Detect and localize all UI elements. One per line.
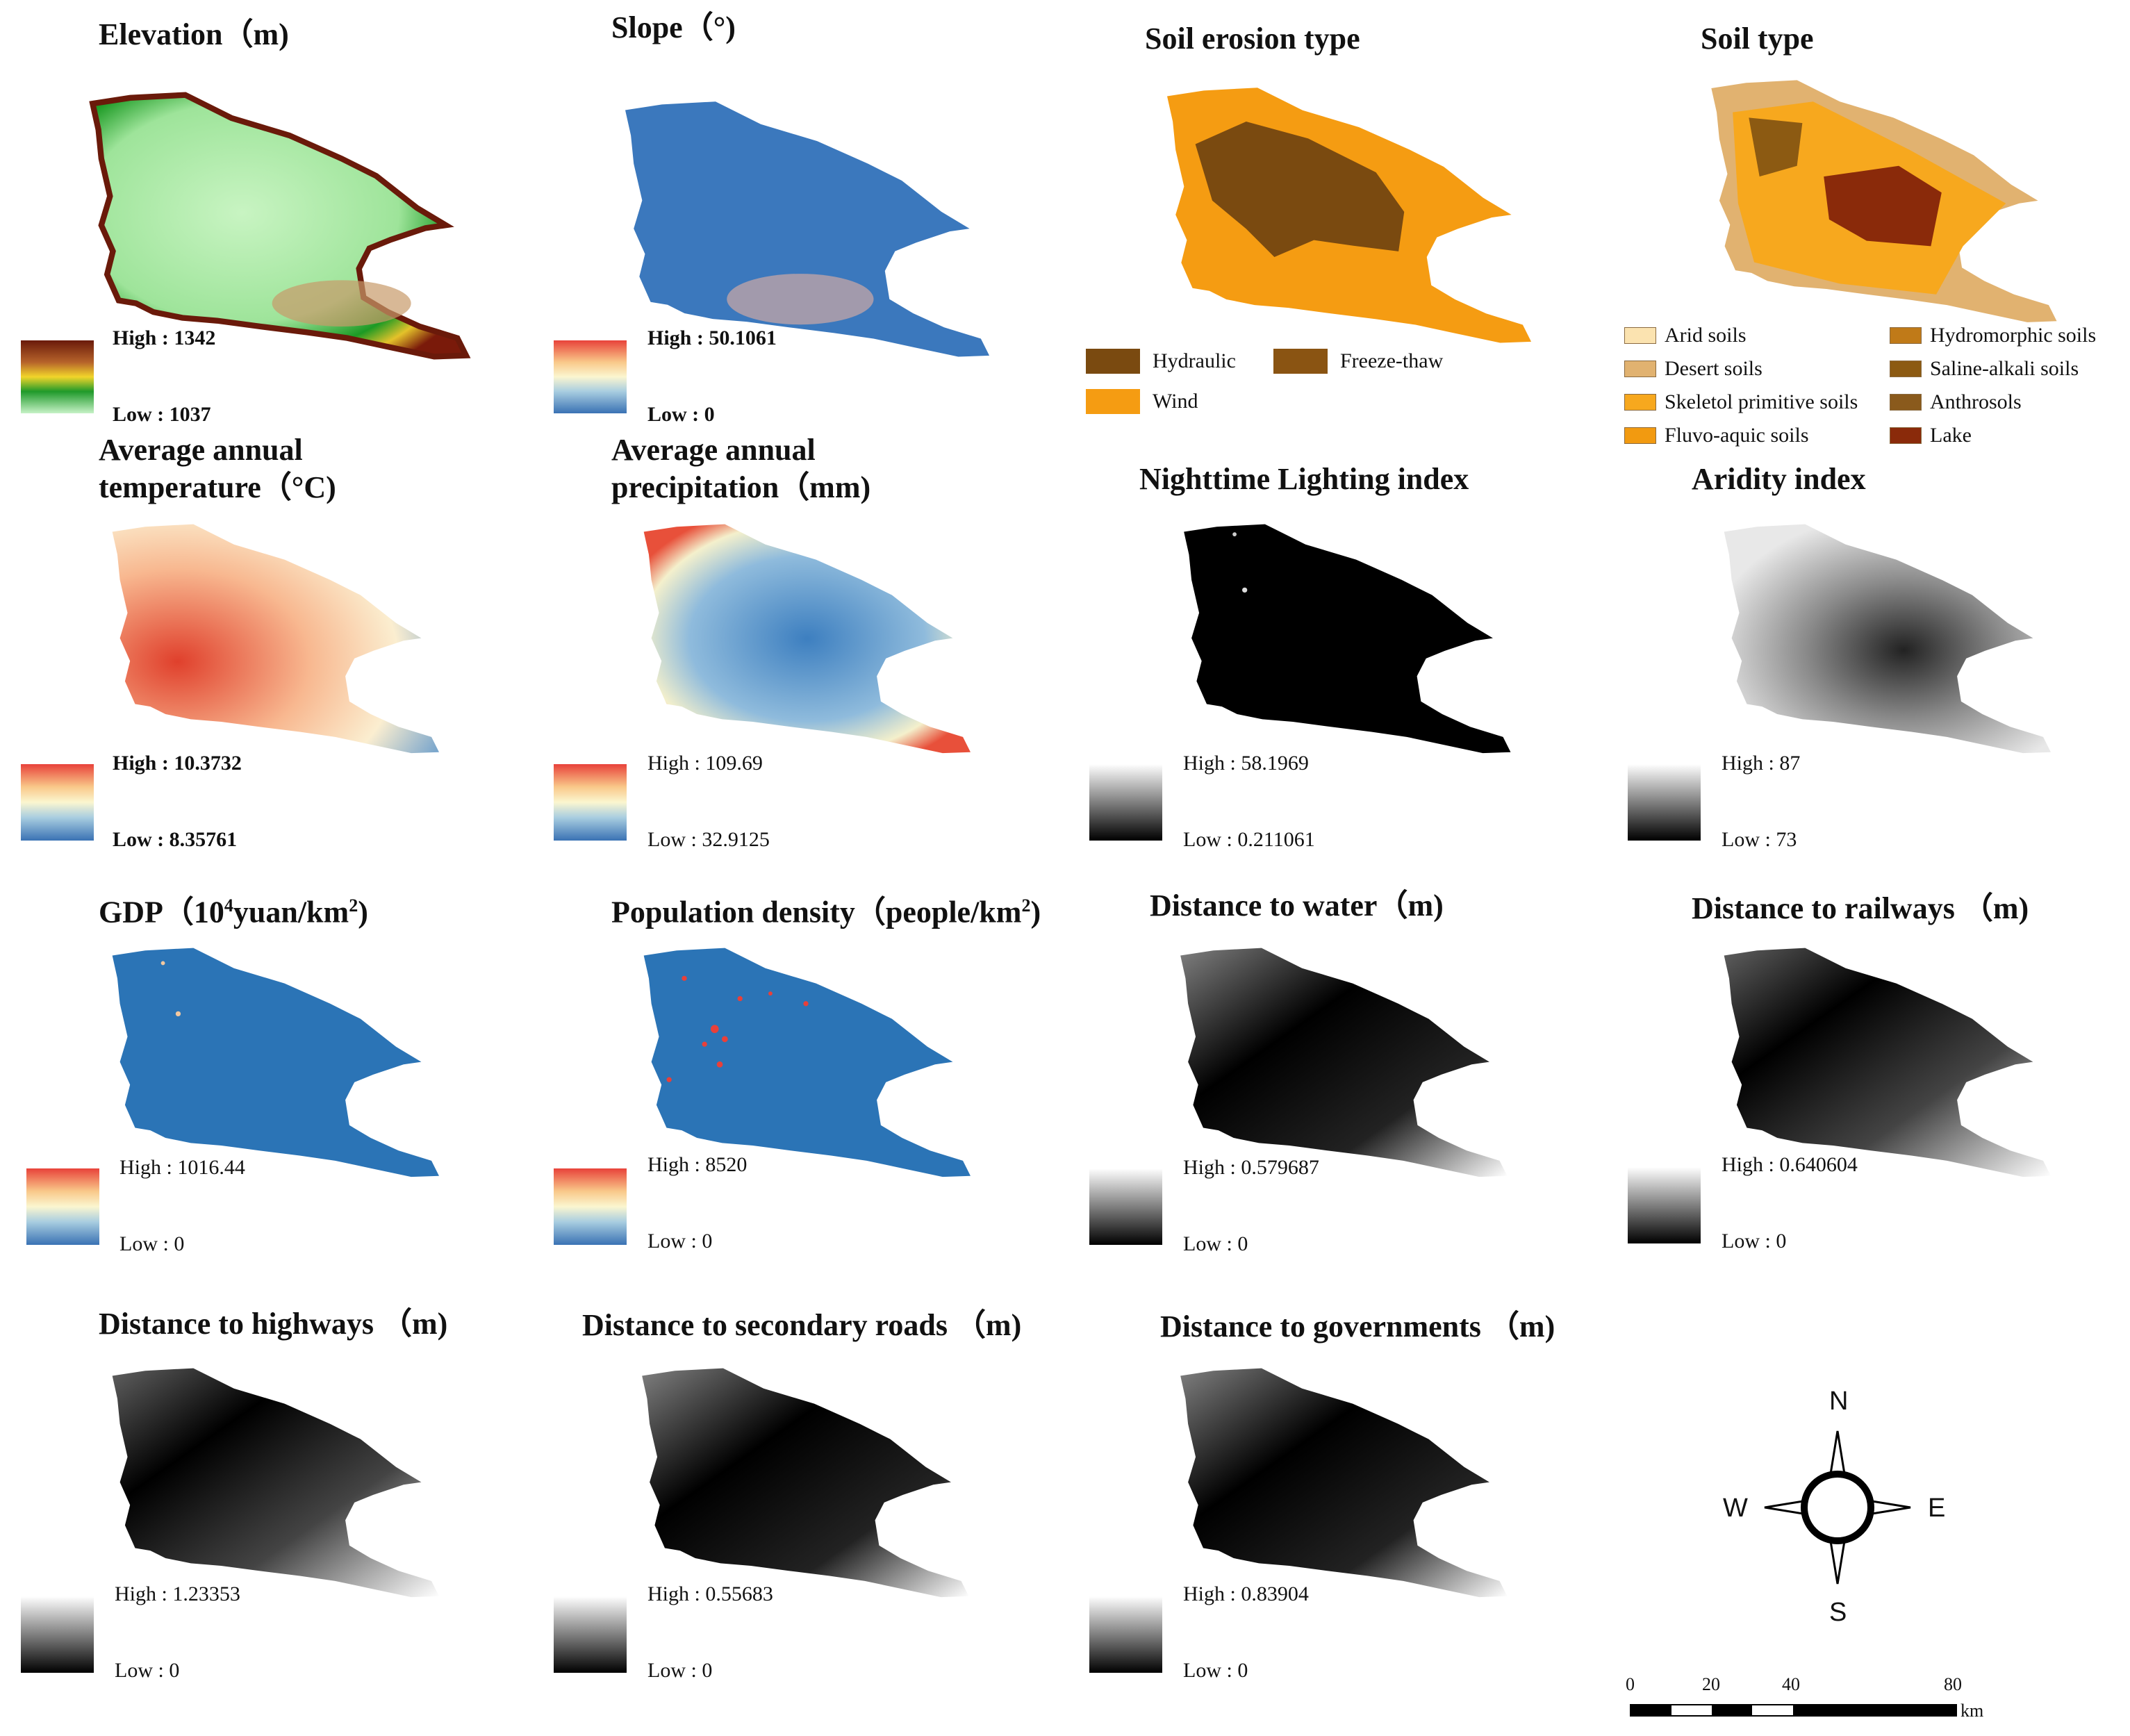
temperature-title-l1: Average annual xyxy=(99,433,303,467)
elevation-legend-ramp xyxy=(21,340,94,413)
water-high: High : 0.579687 xyxy=(1183,1156,1319,1179)
scale-bar xyxy=(1630,1704,1957,1717)
soil-legend-lake: Lake xyxy=(1890,424,1972,447)
highways-map xyxy=(112,1368,439,1598)
erosion-legend-hydraulic: Hydraulic xyxy=(1086,349,1236,374)
water-low: Low : 0 xyxy=(1183,1232,1248,1255)
slope-map xyxy=(625,101,990,357)
temperature-low: Low : 8.35761 xyxy=(113,828,238,851)
slope-low: Low : 0 xyxy=(647,403,715,426)
hydraulic-swatch xyxy=(1086,349,1140,374)
railways-low: Low : 0 xyxy=(1722,1230,1787,1253)
governments-title: Distance to governments （m) xyxy=(1160,1309,1555,1344)
precipitation-map xyxy=(643,524,971,754)
nightlight-title: Nighttime Lighting index xyxy=(1139,462,1469,496)
soil-legend-arid: Arid soils xyxy=(1624,324,1747,347)
nightlight-legend-ramp xyxy=(1089,764,1162,841)
precipitation-title-l2: precipitation（mm) xyxy=(611,470,871,504)
water-title: Distance to water（m) xyxy=(1150,888,1444,923)
elevation-map xyxy=(69,83,486,361)
north-arrow-icon xyxy=(1764,1430,1911,1585)
gdp-legend-ramp xyxy=(26,1168,99,1245)
secondary-low: Low : 0 xyxy=(647,1659,713,1682)
wind-swatch xyxy=(1086,389,1140,414)
railways-legend-ramp xyxy=(1628,1167,1701,1243)
precipitation-title-l1: Average annual xyxy=(611,433,816,467)
scalebar-20: 20 xyxy=(1702,1674,1720,1694)
erosion-legend-freeze-thaw: Freeze-thaw xyxy=(1273,349,1443,374)
population-low: Low : 0 xyxy=(647,1230,713,1253)
aridity-high: High : 87 xyxy=(1722,752,1801,775)
elevation-title: Elevation（m) xyxy=(99,17,289,51)
soil-legend-desert: Desert soils xyxy=(1624,357,1762,381)
secondary-map xyxy=(642,1368,969,1598)
secondary-high: High : 0.55683 xyxy=(647,1582,773,1605)
secondary-title: Distance to secondary roads （m) xyxy=(582,1308,1022,1342)
highways-title: Distance to highways （m) xyxy=(99,1307,448,1341)
slope-high: High : 50.1061 xyxy=(647,326,777,349)
soil-legend-fluvo: Fluvo-aquic soils xyxy=(1624,424,1809,447)
aridity-legend-ramp xyxy=(1628,764,1701,841)
highways-legend-ramp xyxy=(21,1596,94,1673)
population-map xyxy=(643,948,971,1177)
governments-high: High : 0.83904 xyxy=(1183,1582,1309,1605)
governments-low: Low : 0 xyxy=(1183,1659,1248,1682)
soiltype-title: Soil type xyxy=(1701,22,1814,56)
scalebar-40: 40 xyxy=(1782,1674,1800,1694)
freeze-thaw-swatch xyxy=(1273,349,1328,374)
temperature-high: High : 10.3732 xyxy=(113,752,242,775)
highways-high: High : 1.23353 xyxy=(115,1582,240,1605)
water-legend-ramp xyxy=(1089,1168,1162,1245)
erosion-legend-wind: Wind xyxy=(1086,389,1198,414)
gdp-title: GDP（104yuan/km2) xyxy=(99,895,368,929)
secondary-legend-ramp xyxy=(554,1596,627,1673)
precipitation-high: High : 109.69 xyxy=(647,752,763,775)
railways-title: Distance to railways （m) xyxy=(1692,891,2029,925)
railways-high: High : 0.640604 xyxy=(1722,1153,1858,1176)
gdp-map xyxy=(112,948,439,1177)
soil-legend-saline: Saline-alkali soils xyxy=(1890,357,2079,381)
aridity-title: Aridity index xyxy=(1692,462,1866,496)
erosion-title: Soil erosion type xyxy=(1145,22,1360,56)
aridity-map xyxy=(1724,524,2051,754)
population-legend-ramp xyxy=(554,1168,627,1245)
precipitation-legend-ramp xyxy=(554,764,627,841)
elevation-high: High : 1342 xyxy=(113,326,216,349)
slope-title: Slope（°) xyxy=(611,10,736,44)
compass-e: E xyxy=(1928,1494,1946,1523)
temperature-map xyxy=(112,524,439,754)
soil-legend-hydromorphic: Hydromorphic soils xyxy=(1890,324,2096,347)
scalebar-0: 0 xyxy=(1626,1674,1635,1694)
scalebar-unit: km xyxy=(1960,1701,1984,1721)
compass-w: W xyxy=(1723,1494,1748,1523)
highways-low: Low : 0 xyxy=(115,1659,180,1682)
gdp-low: Low : 0 xyxy=(119,1232,185,1255)
water-map xyxy=(1180,948,1508,1177)
governments-legend-ramp xyxy=(1089,1596,1162,1673)
temperature-legend-ramp xyxy=(21,764,94,841)
soil-legend-anthrosols: Anthrosols xyxy=(1890,390,2022,414)
nightlight-high: High : 58.1969 xyxy=(1183,752,1309,775)
soil-legend-skeletol: Skeletol primitive soils xyxy=(1624,390,1858,414)
railways-map xyxy=(1724,948,2051,1177)
compass-n: N xyxy=(1829,1387,1849,1416)
precipitation-low: Low : 32.9125 xyxy=(647,828,770,851)
elevation-low: Low : 1037 xyxy=(113,403,211,426)
nightlight-map xyxy=(1184,524,1511,754)
erosion-map xyxy=(1167,88,1532,343)
gdp-high: High : 1016.44 xyxy=(119,1156,245,1179)
scalebar-80: 80 xyxy=(1944,1674,1962,1694)
nightlight-low: Low : 0.211061 xyxy=(1183,828,1315,851)
soiltype-map xyxy=(1711,80,2057,322)
slope-legend-ramp xyxy=(554,340,627,413)
population-title: Population density（people/km2) xyxy=(611,895,1041,929)
temperature-title-l2: temperature（°C) xyxy=(99,470,336,504)
population-high: High : 8520 xyxy=(647,1153,748,1176)
governments-map xyxy=(1180,1368,1508,1598)
compass-s: S xyxy=(1829,1598,1847,1627)
aridity-low: Low : 73 xyxy=(1722,828,1797,851)
